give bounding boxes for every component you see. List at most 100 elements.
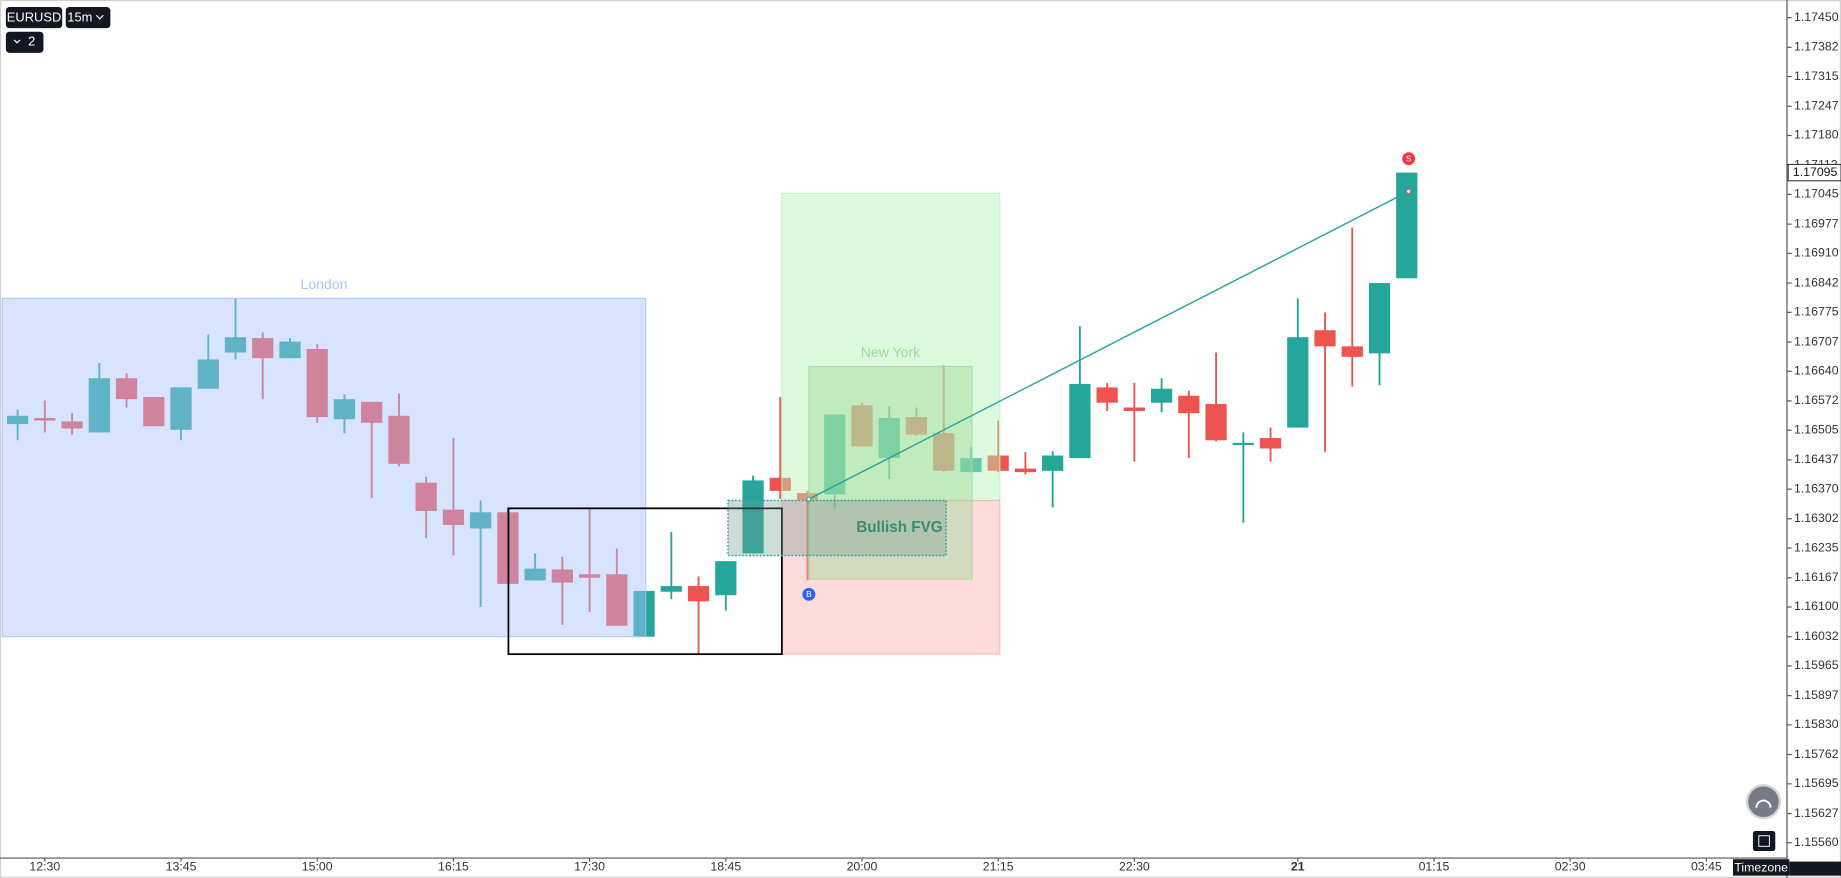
x-tick-label: 22:30 [1119,860,1150,874]
candle-body [6,415,29,425]
reset-icon [1755,799,1772,808]
drawings: London New York Bullish FVG B S [1,152,1416,656]
x-tick-label: 21 [1291,860,1305,874]
candle-body [1014,468,1037,473]
candle-body [578,574,601,578]
y-tick-label: 1.15762 [1794,747,1839,761]
candles [6,172,1418,655]
candle-body [1232,442,1254,446]
trend-end [806,496,812,502]
y-tick-label: 1.17315 [1794,69,1839,83]
y-tick-label: 1.15897 [1794,688,1839,702]
candle-body [1205,404,1227,441]
candle-body [742,480,764,554]
candle-body [252,338,274,359]
indicators-count: 2 [28,34,35,49]
zone [781,499,1001,655]
candle-body [524,568,546,581]
candle-body [1396,172,1418,279]
x-tick-label: 02:30 [1555,860,1586,874]
trend-line [808,190,1409,500]
candle-body [143,397,165,427]
candle-body [796,493,819,501]
candle-body [34,417,56,421]
x-tick-label: 16:15 [438,860,469,874]
candle-body [824,414,846,495]
y-tick-label: 1.16370 [1794,481,1839,495]
candle-body [224,337,247,353]
y-tick-label: 1.16977 [1794,216,1839,230]
x-tick-label: 20:00 [847,860,878,874]
x-tick-label: 13:45 [166,860,197,874]
candle-body [715,561,737,596]
y-tick-label: 1.16775 [1794,305,1839,319]
signal-marker [802,587,816,601]
timezone: Timezone [1734,860,1788,874]
x-tick-label: 01:15 [1419,860,1450,874]
x-tick-label: 17:30 [574,860,605,874]
y-tick-label: 1.16437 [1794,452,1839,466]
candle-body [933,433,955,471]
y-tick-label: 1.16707 [1794,334,1839,348]
zone-label: London [301,276,348,292]
candle-body [1259,438,1282,449]
toolbar[interactable]: EURUSD 15m 2 [5,7,111,53]
y-tick-label: 1.15560 [1794,835,1839,849]
auto-scale-button[interactable] [1752,831,1776,852]
signal-label: S [1406,154,1412,163]
candle-body [1368,283,1391,354]
y-tick-label: 1.16572 [1794,393,1839,407]
zone [781,192,1001,502]
auto-scale-icon [1758,835,1770,847]
candle-body [1069,383,1091,459]
candle-body [1341,346,1363,357]
chevron [95,14,104,20]
chevron [13,39,21,44]
y-tick-label: 1.16302 [1794,511,1839,525]
candle-body [960,458,982,473]
indicators-badge[interactable] [5,31,44,53]
signal-label: B [806,590,812,599]
candle-body [687,586,710,602]
candle-body [1123,407,1145,411]
candle-body [306,348,328,418]
candle-body [1150,388,1173,403]
last-price-label: 1.17095 [1793,165,1838,179]
candle-body [88,378,110,433]
x-tick-label: 18:45 [710,860,741,874]
interval-badge[interactable] [65,7,111,29]
y-tick-label: 1.16167 [1794,570,1839,584]
y-tick-label: 1.16235 [1794,540,1839,554]
zone [727,499,947,557]
candle-body [987,455,1009,471]
candle-body [388,415,410,464]
y-tick-label: 1.16505 [1794,422,1839,436]
candle-body [197,359,219,389]
zone [1,297,647,638]
symbol-badge[interactable] [5,7,63,29]
timezone-button[interactable] [1732,859,1790,876]
y-tick-label: 1.16100 [1794,599,1839,613]
candle-body [1096,387,1118,403]
signal-marker [1402,152,1416,166]
reset-button[interactable] [1745,784,1782,820]
x-tick-label: 15:00 [302,860,333,874]
candle-body [551,569,573,583]
axis-corner [1789,861,1841,876]
candle-body [1042,455,1064,471]
y-tick-label: 1.16640 [1794,364,1839,378]
y-tick-label: 1.17450 [1794,10,1839,24]
candle-body [361,401,383,423]
candle-body [851,405,873,447]
candle-body [1287,337,1309,428]
candle-body [905,417,928,435]
candle-body [333,399,356,420]
zone-label: New York [861,344,921,360]
y-tick-label: 1.15695 [1794,776,1839,790]
candle-body [470,512,492,529]
candle-body [633,590,655,637]
candle-body [1178,395,1200,414]
trend-end [1405,188,1412,195]
